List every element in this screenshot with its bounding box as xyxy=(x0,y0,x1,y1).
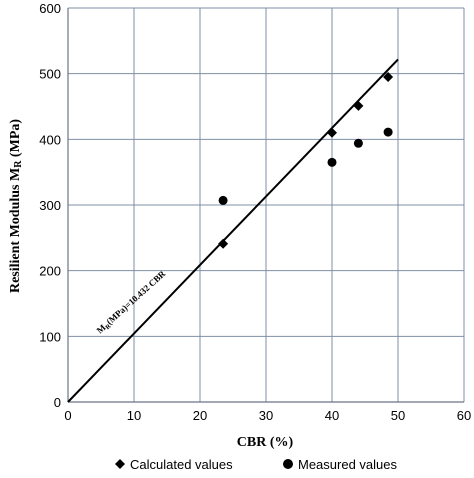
y-tick-label: 500 xyxy=(39,67,61,82)
data-points xyxy=(218,71,394,249)
y-tick-labels: 0 100 200 300 400 500 600 xyxy=(39,1,61,410)
calculated-point xyxy=(383,71,394,82)
y-tick-label: 600 xyxy=(39,1,61,16)
y-tick-label: 100 xyxy=(39,329,61,344)
x-tick-label: 50 xyxy=(391,408,405,423)
trendline-equation: MR(MPa)=10.432 CBR xyxy=(95,268,169,337)
x-tick-label: 60 xyxy=(457,408,471,423)
legend: Calculated values Measured values xyxy=(115,457,397,472)
legend-label: Measured values xyxy=(298,457,397,472)
x-tick-label: 40 xyxy=(325,408,339,423)
x-tick-label: 0 xyxy=(64,408,71,423)
legend-diamond-marker xyxy=(115,459,125,469)
y-tick-label: 0 xyxy=(54,395,61,410)
trendline xyxy=(67,58,399,403)
legend-label: Calculated values xyxy=(130,457,233,472)
calculated-point xyxy=(218,238,229,249)
x-tick-label: 20 xyxy=(193,408,207,423)
y-axis-title: Resilient Modulus MR (MPa) xyxy=(8,119,24,293)
x-tick-label: 10 xyxy=(127,408,141,423)
measured-point xyxy=(218,195,228,205)
x-tick-labels: 0 10 20 30 40 50 60 xyxy=(64,408,471,423)
measured-point xyxy=(353,138,363,148)
grid xyxy=(68,7,465,402)
x-axis-title: CBR (%) xyxy=(237,435,294,450)
y-tick-label: 300 xyxy=(39,198,61,213)
y-tick-label: 400 xyxy=(39,132,61,147)
axes xyxy=(67,8,464,403)
y-tick-label: 200 xyxy=(39,264,61,279)
measured-point xyxy=(383,127,393,137)
calculated-point xyxy=(327,127,337,138)
measured-point xyxy=(327,157,337,167)
calculated-point xyxy=(353,100,364,111)
x-tick-label: 30 xyxy=(259,408,273,423)
legend-circle-marker xyxy=(283,459,293,469)
